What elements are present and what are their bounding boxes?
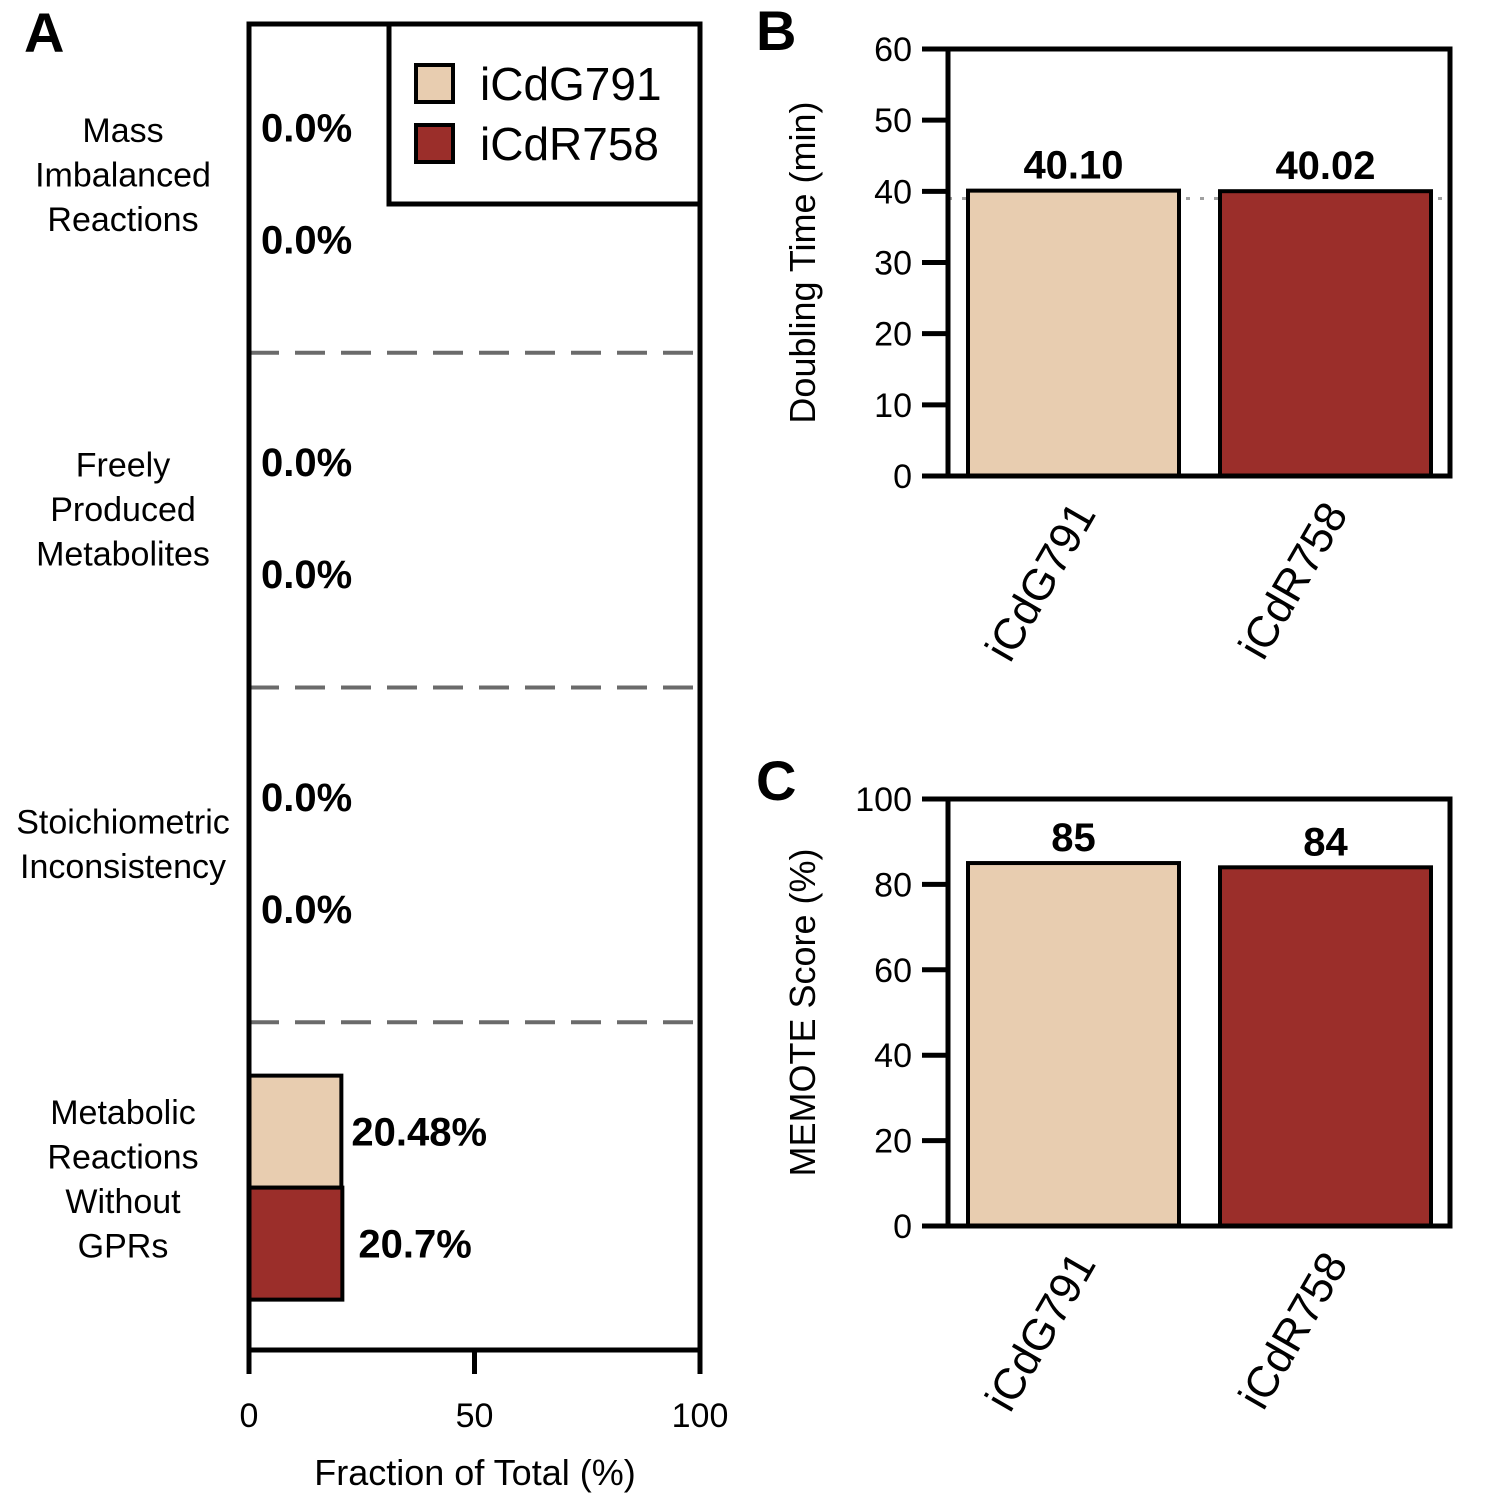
- y-tick-label: 60: [874, 952, 912, 990]
- category-label: Metabolic Reactions Without GPRs: [47, 1094, 198, 1266]
- x-tick-label: 100: [672, 1397, 729, 1435]
- x-category-label: iCdG791: [976, 494, 1105, 669]
- x-category-label: iCdR758: [1229, 1244, 1357, 1417]
- panel-letter-c: C: [756, 749, 796, 812]
- y-tick-label: 10: [874, 387, 912, 425]
- category-label-line: Reactions: [47, 1138, 198, 1176]
- panel-b: B 40.10 iCdG791 40.02 iCdR758 0 10 20 30 40 50 60 D…: [756, 0, 1453, 669]
- legend-swatch-icdg791: [414, 63, 455, 104]
- panel-a: A Mass Imbalanced Reactions 0.0% 0.0% Freely P…: [16, 1, 728, 1493]
- value-label: 0.0%: [261, 776, 352, 820]
- y-tick-label: 30: [874, 245, 912, 283]
- y-tick-label: 80: [874, 866, 912, 904]
- bar-icdr758: [1218, 189, 1433, 478]
- category-label: Stoichiometric Inconsistency: [16, 804, 230, 887]
- y-axis-title: Doubling Time (min): [782, 101, 823, 423]
- category-label-line: Freely: [76, 447, 170, 485]
- category-label-line: Produced: [50, 491, 196, 529]
- x-axis-title: Fraction of Total (%): [314, 1452, 635, 1493]
- category-label: Mass Imbalanced Reactions: [35, 112, 211, 239]
- y-tick-label: 0: [893, 1208, 912, 1246]
- bar-icdr758: [1218, 865, 1433, 1228]
- y-tick-label: 0: [893, 458, 912, 496]
- value-label: 0.0%: [261, 553, 352, 597]
- bar-icdg791: [247, 1073, 344, 1190]
- bar-icdr758: [247, 1185, 345, 1302]
- y-axis-title: MEMOTE Score (%): [782, 848, 823, 1176]
- legend-swatch-icdr758: [414, 123, 455, 164]
- y-tick-label: 20: [874, 1123, 912, 1161]
- category-label-line: Imbalanced: [35, 156, 211, 194]
- y-tick-label: 40: [874, 1037, 912, 1075]
- legend-box: [386, 21, 703, 207]
- plot-frame: [945, 796, 1453, 1229]
- y-tick-label: 40: [874, 173, 912, 211]
- value-label: 0.0%: [261, 888, 352, 932]
- bar-icdg791: [966, 861, 1181, 1228]
- x-tick-label: 0: [240, 1397, 259, 1435]
- x-tick-label: 50: [456, 1397, 494, 1435]
- panel-c: C 85 iCdG791 84 iCdR758 0 20 40 60 80 100 MEMOTE S…: [756, 749, 1453, 1419]
- y-tick-label: 20: [874, 316, 912, 354]
- category-label-line: Metabolic: [50, 1094, 196, 1132]
- category-label-line: Without: [65, 1183, 181, 1221]
- y-tick-label: 100: [855, 781, 912, 819]
- value-label: 20.48%: [351, 1111, 487, 1155]
- category-label: Freely Produced Metabolites: [36, 447, 210, 574]
- value-label: 0.0%: [261, 218, 352, 262]
- panel-letter-b: B: [756, 0, 796, 62]
- category-label-line: Reactions: [47, 201, 198, 239]
- y-tick-label: 60: [874, 31, 912, 69]
- x-category-label: iCdG791: [976, 1244, 1105, 1419]
- legend-label: iCdG791: [480, 58, 662, 110]
- category-label-line: Metabolites: [36, 536, 210, 574]
- value-label: 40.02: [1275, 144, 1375, 188]
- category-label-line: Stoichiometric: [16, 804, 230, 842]
- bar-icdg791: [966, 188, 1181, 478]
- value-label: 20.7%: [358, 1223, 471, 1267]
- panel-letter-a: A: [24, 1, 64, 64]
- category-label-line: Mass: [82, 112, 163, 150]
- y-tick-label: 50: [874, 102, 912, 140]
- value-label: 84: [1303, 820, 1348, 864]
- x-category-label: iCdR758: [1229, 494, 1357, 667]
- category-label-line: Inconsistency: [20, 848, 226, 886]
- legend-label: iCdR758: [480, 118, 659, 170]
- value-label: 0.0%: [261, 441, 352, 485]
- category-label-line: GPRs: [78, 1227, 169, 1265]
- value-label: 40.10: [1023, 144, 1123, 188]
- value-label: 85: [1051, 816, 1096, 860]
- value-label: 0.0%: [261, 106, 352, 150]
